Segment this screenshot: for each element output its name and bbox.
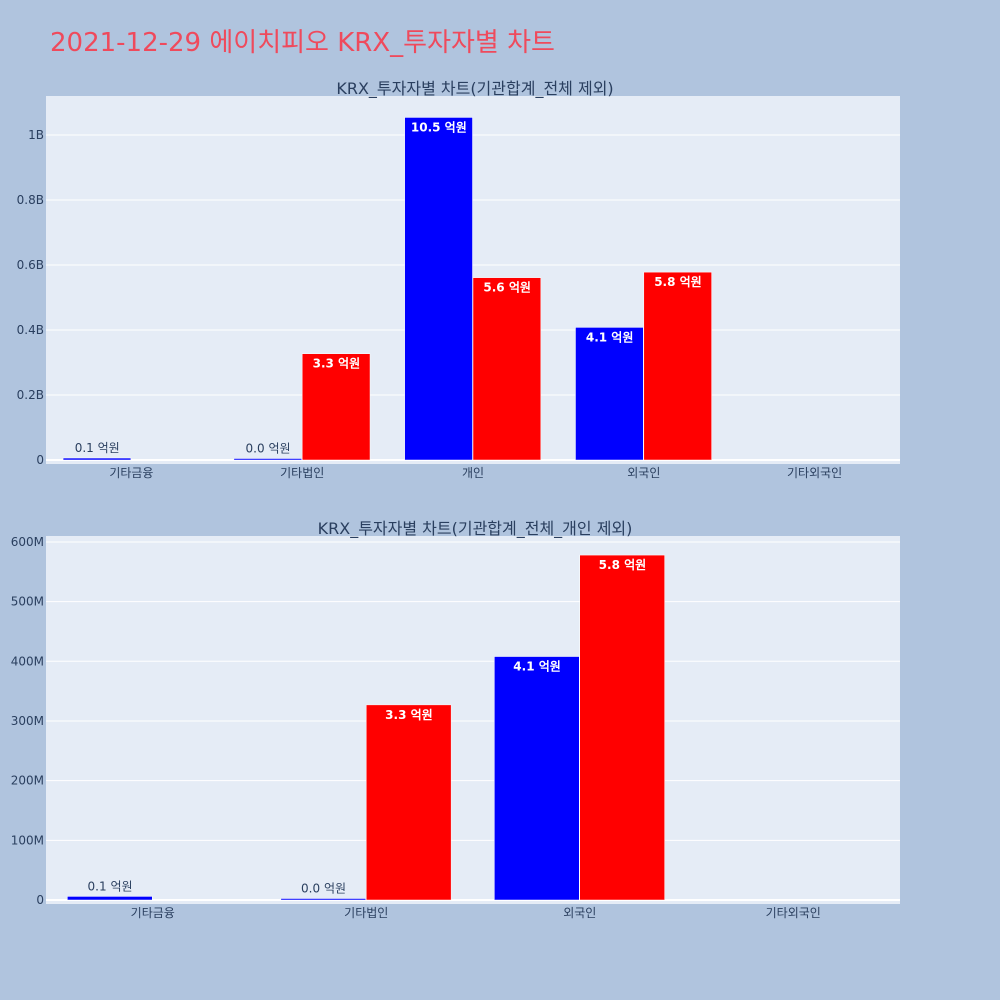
bar bbox=[301, 353, 371, 461]
bar bbox=[579, 554, 665, 901]
bar bbox=[62, 457, 132, 461]
plot-area bbox=[46, 536, 900, 904]
x-tick-label: 외국인 bbox=[627, 466, 660, 480]
bar bbox=[280, 898, 367, 901]
x-tick-label: 기타법인 bbox=[280, 466, 324, 480]
data-label: 0.0 억원 bbox=[301, 882, 346, 896]
data-label: 5.8 억원 bbox=[654, 275, 702, 289]
x-tick-label: 기타법인 bbox=[344, 906, 388, 920]
bar bbox=[366, 704, 452, 901]
x-tick-label: 기타외국인 bbox=[787, 466, 842, 480]
data-label: 4.1 억원 bbox=[586, 330, 634, 344]
bar bbox=[472, 277, 542, 461]
x-tick-label: 기타외국인 bbox=[766, 906, 821, 920]
y-tick-label: 400M bbox=[11, 654, 44, 668]
y-tick-label: 200M bbox=[11, 774, 44, 788]
y-tick-label: 1B bbox=[28, 128, 44, 142]
y-tick-label: 0 bbox=[36, 893, 44, 907]
bar bbox=[404, 117, 473, 461]
y-tick-label: 0.6B bbox=[17, 258, 44, 272]
bar bbox=[575, 327, 644, 461]
page-title: 2021-12-29 에이치피오 KRX_투자자별 차트 bbox=[50, 28, 555, 58]
y-tick-label: 0 bbox=[36, 453, 44, 467]
bar bbox=[494, 656, 580, 901]
data-label: 3.3 억원 bbox=[313, 357, 361, 371]
bar bbox=[67, 896, 153, 901]
x-tick-label: 개인 bbox=[462, 466, 484, 480]
x-tick-label: 기타금융 bbox=[109, 466, 153, 480]
chart-title: KRX_투자자별 차트(기관합계_전체_개인 제외) bbox=[318, 519, 633, 539]
data-label: 0.1 억원 bbox=[75, 441, 120, 455]
data-label: 0.0 억원 bbox=[246, 442, 291, 456]
y-tick-label: 0.8B bbox=[17, 193, 44, 207]
y-tick-label: 300M bbox=[11, 714, 44, 728]
data-label: 5.6 억원 bbox=[483, 281, 531, 295]
x-tick-label: 외국인 bbox=[563, 906, 596, 920]
chart-title: KRX_투자자별 차트(기관합계_전체 제외) bbox=[336, 79, 613, 99]
x-tick-label: 기타금융 bbox=[131, 906, 175, 920]
y-tick-label: 500M bbox=[11, 595, 44, 609]
y-tick-label: 600M bbox=[11, 535, 44, 549]
y-tick-label: 0.2B bbox=[17, 388, 44, 402]
y-tick-label: 0.4B bbox=[17, 323, 44, 337]
bar bbox=[233, 458, 302, 461]
data-label: 4.1 억원 bbox=[513, 660, 561, 674]
data-label: 3.3 억원 bbox=[385, 708, 433, 722]
data-label: 5.8 억원 bbox=[599, 558, 647, 572]
data-label: 10.5 억원 bbox=[411, 120, 467, 134]
data-label: 0.1 억원 bbox=[88, 879, 133, 893]
bar bbox=[643, 271, 712, 461]
y-tick-label: 100M bbox=[11, 833, 44, 847]
